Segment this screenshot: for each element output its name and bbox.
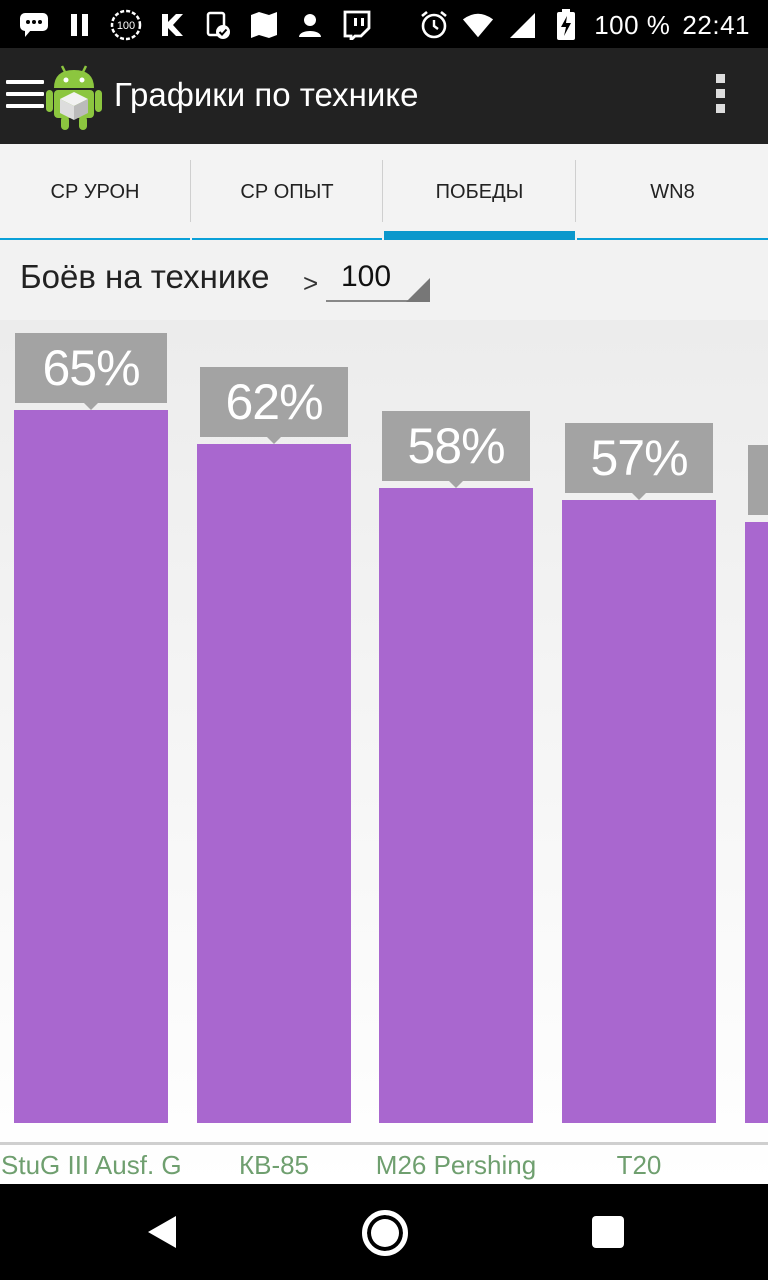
page-title: Графики по технике xyxy=(114,76,419,113)
x-tick-label: StuG III Ausf. G xyxy=(1,1150,182,1180)
tab-label: ПОБЕДЫ xyxy=(435,180,524,203)
chart-bar[interactable] xyxy=(379,488,533,1123)
tab-label: WN8 xyxy=(650,180,695,203)
battles-filter-label: Боёв на технике xyxy=(20,258,270,295)
tab-avg-exp[interactable]: СР ОПЫТ xyxy=(192,144,382,240)
app-toolbar: Графики по технике xyxy=(0,48,768,144)
bar-value-label: 62% xyxy=(200,366,348,444)
tab-label: СР УРОН xyxy=(50,180,140,203)
back-icon[interactable] xyxy=(148,1216,176,1248)
hamburger-menu-icon[interactable] xyxy=(6,80,44,112)
battery-percent: 100 % xyxy=(594,9,671,40)
chat-bubble-icon xyxy=(18,9,50,41)
battery-charging-icon xyxy=(550,9,582,41)
filter-caret: > xyxy=(303,268,319,298)
status-bar: 100 100 % 22:41 xyxy=(0,0,768,48)
battles-count-value: 100 xyxy=(341,260,392,293)
twitch-icon xyxy=(340,9,372,41)
x-tick-label: M26 Pershing xyxy=(375,1150,537,1180)
chart-bar[interactable] xyxy=(745,522,768,1123)
tab-wins[interactable]: ПОБЕДЫ xyxy=(384,144,575,240)
wins-bar-chart: 65% StuG III Ausf. G 62% КВ-85 58% M26 Pershi… xyxy=(0,320,768,1184)
bar-value-label xyxy=(748,445,768,515)
x-axis-line xyxy=(0,1142,768,1145)
bar-value-label: 58% xyxy=(382,411,530,489)
chart-type-tabs: СР УРОН СР ОПЫТ ПОБЕДЫ WN8 xyxy=(0,144,768,240)
recents-icon[interactable] xyxy=(592,1216,624,1248)
android-app-logo-icon[interactable] xyxy=(46,62,102,130)
bar-value-label: 57% xyxy=(565,422,713,500)
home-icon[interactable] xyxy=(362,1210,408,1256)
clock: 22:41 xyxy=(682,9,750,40)
signal-icon xyxy=(506,9,538,41)
x-tick-label: T20 xyxy=(616,1150,662,1180)
system-nav-bar xyxy=(0,1184,768,1280)
pause-icon xyxy=(64,9,96,41)
x-tick-label: КВ-85 xyxy=(238,1150,310,1180)
svg-text:100: 100 xyxy=(117,20,135,32)
battles-count-dropdown[interactable]: 100 xyxy=(326,258,430,302)
dropdown-arrow-icon xyxy=(406,278,430,302)
chart-bar[interactable] xyxy=(14,410,168,1123)
tab-avg-damage[interactable]: СР УРОН xyxy=(0,144,190,240)
bar-value-label: 65% xyxy=(15,333,167,410)
status-bar-left-icons: 100 xyxy=(18,8,372,42)
wifi-icon xyxy=(462,9,494,41)
100-badge-icon: 100 xyxy=(110,9,142,41)
sd-card-check-icon xyxy=(202,9,234,41)
tab-wn8[interactable]: WN8 xyxy=(577,144,768,240)
person-icon xyxy=(294,9,326,41)
chart-bar[interactable] xyxy=(562,499,716,1123)
chart-bar[interactable] xyxy=(197,443,351,1123)
map-icon xyxy=(248,9,280,41)
overflow-menu-icon[interactable] xyxy=(712,74,728,118)
tab-label: СР ОПЫТ xyxy=(240,180,334,203)
k-logo-icon xyxy=(156,9,188,41)
alarm-icon xyxy=(418,9,450,41)
status-bar-right: 100 % 22:41 xyxy=(418,8,750,42)
